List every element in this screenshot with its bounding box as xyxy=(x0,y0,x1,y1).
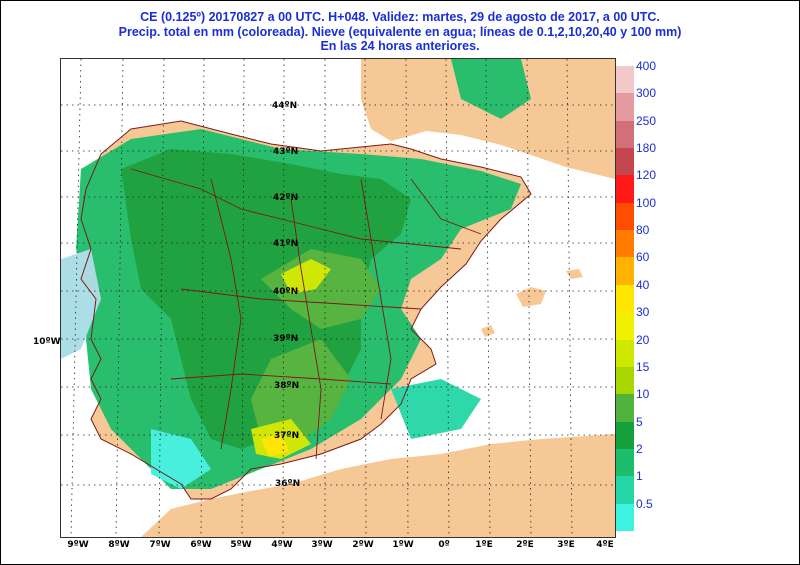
legend-swatch xyxy=(616,230,634,258)
map-canvas xyxy=(61,59,615,537)
lat-label-39: 39ºN xyxy=(273,334,299,344)
legend-label: 2 xyxy=(636,441,643,456)
legend-label: 1 xyxy=(636,469,643,484)
north-africa-land xyxy=(141,434,615,537)
legend-swatch xyxy=(616,312,634,340)
legend-swatch xyxy=(616,394,634,422)
legend-label: 5 xyxy=(636,414,643,429)
lon-label-4e: 4ºE xyxy=(596,540,614,550)
lon-label-8w: 8ºW xyxy=(108,540,130,550)
legend-label: 20 xyxy=(636,332,650,347)
legend-label: 40 xyxy=(636,277,650,292)
legend-swatch xyxy=(616,284,634,313)
lon-label-1w: 1ºW xyxy=(392,540,414,550)
title-line-2: Precip. total en mm (coloreada). Nieve (… xyxy=(118,25,682,39)
legend-label: 30 xyxy=(636,305,650,320)
legend-swatch xyxy=(616,175,634,203)
legend-swatch xyxy=(616,476,634,504)
lon-label-7w: 7ºW xyxy=(149,540,171,550)
legend-swatch xyxy=(616,120,634,149)
legend-swatch xyxy=(616,339,634,367)
precip-area-0.5mm-southwest xyxy=(151,429,211,489)
legend-swatch xyxy=(616,421,634,449)
lon-label-6w: 6ºW xyxy=(190,540,212,550)
lon-label-4w: 4ºW xyxy=(271,540,293,550)
precip-area-1mm-southeast xyxy=(391,379,481,439)
legend-label: 400 xyxy=(636,59,657,73)
title-line-3: En las 24 horas anteriores. xyxy=(320,39,480,53)
legend-label: 180 xyxy=(636,141,657,156)
lon-label-3w: 3ºW xyxy=(311,540,333,550)
lon-label-9w: 9ºW xyxy=(67,540,89,550)
precipitation-map: 44ºN 43ºN 42ºN 41ºN 40ºN 39ºN 38ºN 37ºN … xyxy=(60,58,616,538)
legend-label: 15 xyxy=(636,359,650,374)
lon-label-2e: 2ºE xyxy=(516,540,534,550)
lon-label-10w: 10ºW xyxy=(33,337,61,347)
legend-label: 120 xyxy=(636,168,657,183)
legend-label: 60 xyxy=(636,250,650,265)
mallorca-land xyxy=(516,287,546,307)
legend-swatch xyxy=(616,202,634,231)
title-line-1: CE (0.125º) 20170827 a 00 UTC. H+048. Va… xyxy=(140,10,660,24)
ibiza-land xyxy=(481,325,495,337)
lat-label-36: 36ºN xyxy=(275,479,301,489)
legend-label: 80 xyxy=(636,223,650,238)
lat-label-43: 43ºN xyxy=(273,147,299,157)
lat-label-37: 37ºN xyxy=(274,431,300,441)
precip-area-france xyxy=(451,59,531,119)
lat-label-38: 38ºN xyxy=(274,381,300,391)
color-legend xyxy=(616,66,636,531)
lat-label-42: 42ºN xyxy=(273,193,299,203)
legend-swatch xyxy=(616,257,634,285)
lat-label-40: 40ºN xyxy=(273,287,299,297)
lon-label-2w: 2ºW xyxy=(352,540,374,550)
menorca-land xyxy=(566,269,583,279)
legend-swatch xyxy=(616,503,634,531)
legend-swatch xyxy=(616,448,634,477)
france-land xyxy=(361,59,615,179)
lon-label-3e: 3ºE xyxy=(557,540,575,550)
lat-label-44: 44ºN xyxy=(272,101,298,111)
legend-swatch xyxy=(616,366,634,395)
lon-label-5w: 5ºW xyxy=(230,540,252,550)
legend-label: 10 xyxy=(636,387,650,402)
legend-label: 100 xyxy=(636,195,657,210)
legend-label: 300 xyxy=(636,86,657,101)
iberia-coastline xyxy=(80,120,532,500)
legend-label: 250 xyxy=(636,113,657,128)
precip-area-10mm-south xyxy=(251,339,351,449)
legend-swatch xyxy=(616,66,634,94)
lon-label-0: 0º xyxy=(438,540,450,550)
legend-swatch xyxy=(616,148,634,176)
precip-area-20mm-center xyxy=(281,259,331,294)
legend-swatch xyxy=(616,93,634,121)
precip-area-40mm xyxy=(261,434,289,457)
legend-label: 0.5 xyxy=(636,496,653,511)
precip-area-atlantic xyxy=(61,249,101,359)
lat-label-41: 41ºN xyxy=(273,239,299,249)
lon-label-1e: 1ºE xyxy=(475,540,493,550)
